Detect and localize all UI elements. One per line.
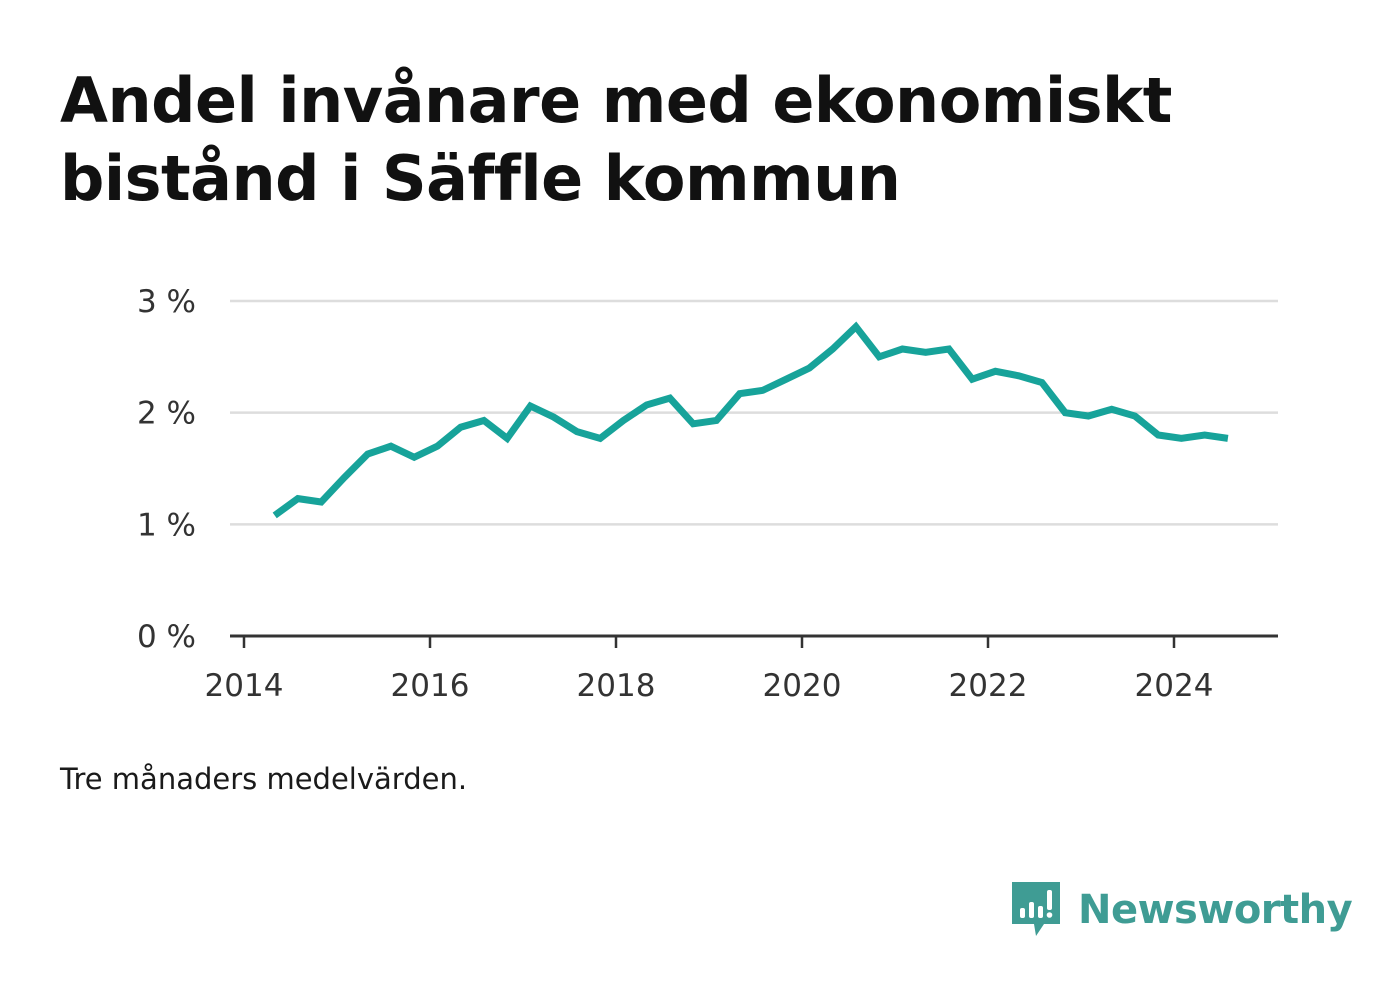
y-tick-label: 3 % bbox=[137, 284, 196, 320]
x-tick-label: 2024 bbox=[1135, 668, 1214, 704]
y-tick-label: 2 % bbox=[137, 396, 196, 432]
x-tick-label: 2022 bbox=[949, 668, 1028, 704]
y-tick-label: 0 % bbox=[137, 619, 196, 655]
y-tick-label: 1 % bbox=[137, 507, 196, 543]
chart-note: Tre månaders medelvärden. bbox=[60, 762, 468, 796]
x-tick-label: 2018 bbox=[577, 668, 656, 704]
newsworthy-logo-icon bbox=[1012, 882, 1060, 936]
series-line bbox=[272, 321, 1229, 519]
brand-logo: Newsworthy bbox=[1010, 878, 1353, 942]
x-tick-label: 2020 bbox=[763, 668, 842, 704]
x-tick-label: 2014 bbox=[205, 668, 284, 704]
x-tick-label: 2016 bbox=[391, 668, 470, 704]
brand-name: Newsworthy bbox=[1078, 887, 1353, 933]
chart-title: Andel invånare med ekonomiskt bistånd i … bbox=[60, 64, 1172, 215]
